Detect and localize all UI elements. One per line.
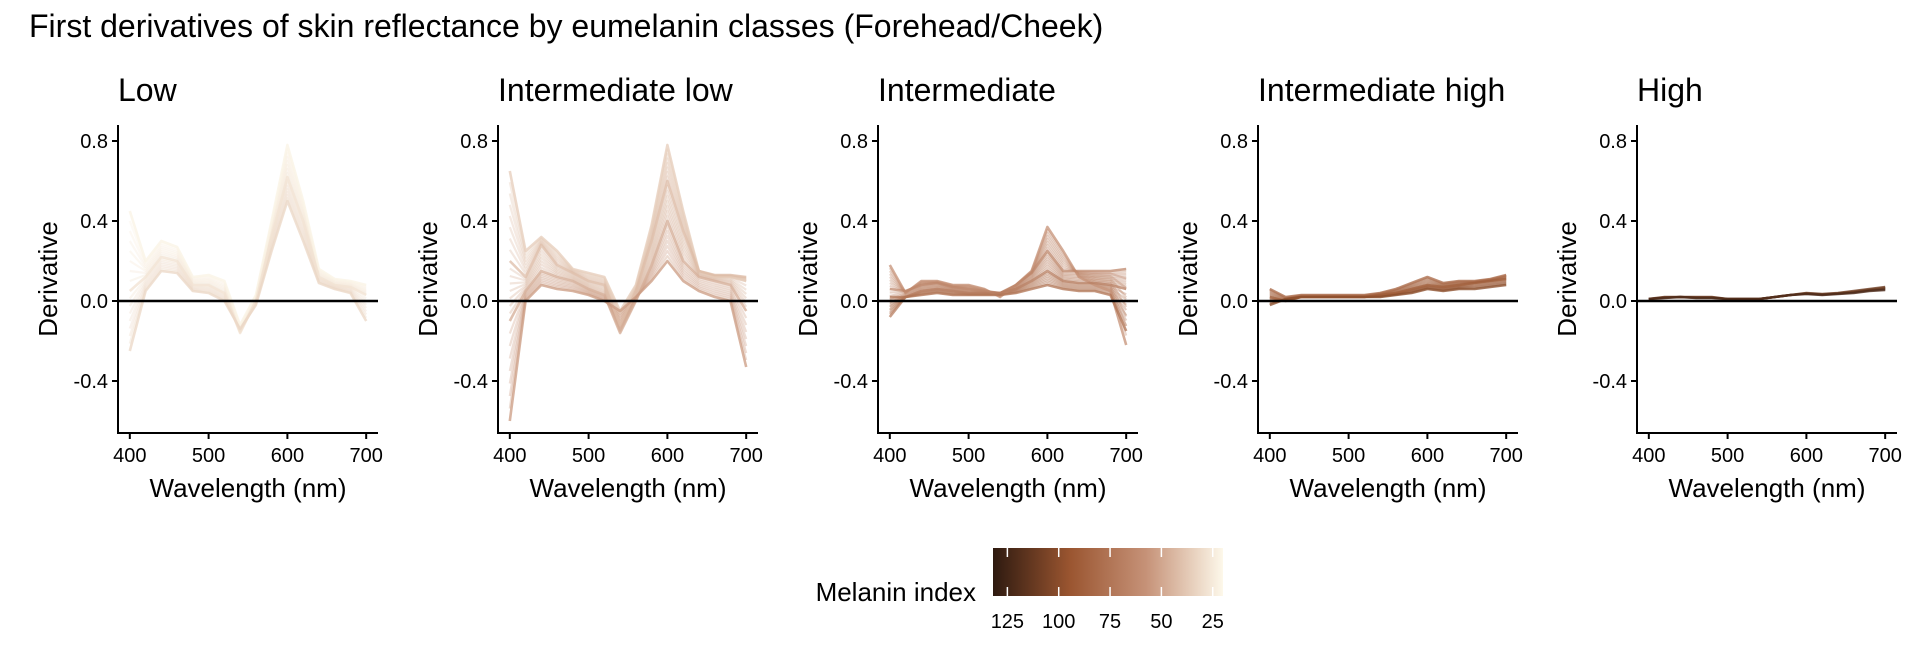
y-axis-title: Derivative bbox=[1173, 221, 1203, 337]
series-lines bbox=[888, 225, 1128, 346]
x-tick-label: 700 bbox=[729, 445, 762, 467]
x-tick-label: 600 bbox=[1790, 445, 1823, 467]
y-axis-title: Derivative bbox=[33, 221, 63, 337]
y-tick-label: 0.0 bbox=[1599, 291, 1627, 313]
x-tick-label: 500 bbox=[192, 445, 225, 467]
series-line bbox=[1648, 288, 1886, 301]
series-line bbox=[128, 143, 367, 327]
x-tick-label: 500 bbox=[1711, 445, 1744, 467]
legend-tick-label: 75 bbox=[1099, 611, 1121, 633]
series-lines bbox=[1269, 273, 1507, 307]
series-line bbox=[888, 269, 1127, 318]
series-line bbox=[1269, 283, 1507, 307]
y-tick-label: -0.4 bbox=[1214, 371, 1248, 393]
series-line bbox=[128, 199, 368, 352]
x-tick-label: 600 bbox=[1031, 445, 1064, 467]
y-tick-label: 0.0 bbox=[80, 291, 108, 313]
x-tick-label: 400 bbox=[113, 445, 146, 467]
y-tick-label: 0.8 bbox=[840, 131, 868, 153]
x-tick-label: 700 bbox=[1489, 445, 1522, 467]
panel-4: Intermediate high -0.4 0.0 0.4 0.8 400 500 600 7… bbox=[1173, 72, 1523, 503]
x-tick-label: 600 bbox=[271, 445, 304, 467]
legend-tick-label: 125 bbox=[991, 611, 1024, 633]
series-lines bbox=[508, 143, 748, 422]
y-axis-title: Derivative bbox=[1552, 221, 1582, 337]
x-tick-label: 700 bbox=[1109, 445, 1142, 467]
y-axis-title: Derivative bbox=[413, 221, 443, 337]
panel-title: Intermediate low bbox=[498, 72, 734, 108]
y-tick-label: 0.0 bbox=[840, 291, 868, 313]
series-line bbox=[508, 219, 748, 335]
y-tick-label: 0.8 bbox=[80, 131, 108, 153]
legend: Melanin index 125 100 75 50 25 bbox=[816, 548, 1224, 633]
series-line-band bbox=[509, 199, 747, 331]
panel-3: Intermediate -0.4 0.0 0.4 0.8 400 500 600 700Wav… bbox=[793, 72, 1143, 503]
legend-tick-label: 100 bbox=[1042, 611, 1075, 633]
series-line bbox=[889, 283, 1128, 332]
y-tick-label: 0.4 bbox=[80, 211, 108, 233]
x-tick-label: 700 bbox=[1868, 445, 1901, 467]
series-line-band bbox=[508, 234, 748, 359]
legend-tick-label: 25 bbox=[1202, 611, 1224, 633]
panel-title: High bbox=[1637, 72, 1703, 108]
panel-title: Intermediate bbox=[878, 72, 1056, 108]
series-line bbox=[1269, 273, 1507, 299]
x-tick-label: 700 bbox=[349, 445, 382, 467]
y-axis-title: Derivative bbox=[793, 221, 823, 337]
y-tick-label: -0.4 bbox=[1593, 371, 1627, 393]
x-tick-label: 400 bbox=[873, 445, 906, 467]
x-tick-label: 600 bbox=[651, 445, 684, 467]
x-tick-label: 400 bbox=[493, 445, 526, 467]
series-line bbox=[508, 259, 748, 422]
series-line-band bbox=[128, 147, 367, 328]
x-axis-title: Wavelength (nm) bbox=[530, 473, 727, 503]
x-tick-label: 500 bbox=[572, 445, 605, 467]
series-line-band bbox=[509, 204, 748, 332]
chart-title: First derivatives of skin reflectance by… bbox=[29, 8, 1104, 44]
legend-title: Melanin index bbox=[816, 577, 976, 607]
y-tick-label: 0.4 bbox=[460, 211, 488, 233]
panel-title: Low bbox=[118, 72, 178, 108]
x-axis-title: Wavelength (nm) bbox=[1290, 473, 1487, 503]
x-tick-label: 400 bbox=[1253, 445, 1286, 467]
series-line-band bbox=[508, 229, 748, 347]
series-line bbox=[508, 179, 747, 327]
y-tick-label: -0.4 bbox=[74, 371, 108, 393]
series-line-band bbox=[128, 159, 367, 331]
x-axis-title: Wavelength (nm) bbox=[1669, 473, 1866, 503]
panel-5: High -0.4 0.0 0.4 0.8 400 500 600 700Wavelength … bbox=[1552, 72, 1902, 503]
y-tick-label: 0.8 bbox=[1220, 131, 1248, 153]
y-tick-label: 0.8 bbox=[1599, 131, 1627, 153]
legend-colorbar bbox=[993, 548, 1223, 596]
series-lines bbox=[1648, 285, 1886, 301]
y-tick-label: 0.0 bbox=[460, 291, 488, 313]
y-tick-label: 0.4 bbox=[1220, 211, 1248, 233]
y-tick-label: 0.8 bbox=[460, 131, 488, 153]
y-tick-label: -0.4 bbox=[834, 371, 868, 393]
x-tick-label: 400 bbox=[1632, 445, 1665, 467]
y-tick-label: -0.4 bbox=[454, 371, 488, 393]
y-tick-label: 0.4 bbox=[840, 211, 868, 233]
y-tick-label: 0.0 bbox=[1220, 291, 1248, 313]
x-tick-label: 500 bbox=[952, 445, 985, 467]
series-lines bbox=[128, 143, 368, 352]
x-tick-label: 600 bbox=[1411, 445, 1444, 467]
legend-tick-label: 50 bbox=[1150, 611, 1172, 633]
x-axis-title: Wavelength (nm) bbox=[150, 473, 347, 503]
y-tick-label: 0.4 bbox=[1599, 211, 1627, 233]
panel-title: Intermediate high bbox=[1258, 72, 1505, 108]
panel-2: Intermediate low -0.4 0.0 0.4 0.8 400 500 600 70… bbox=[413, 72, 763, 503]
x-tick-label: 500 bbox=[1332, 445, 1365, 467]
x-axis-title: Wavelength (nm) bbox=[910, 473, 1107, 503]
series-line bbox=[889, 249, 1127, 295]
